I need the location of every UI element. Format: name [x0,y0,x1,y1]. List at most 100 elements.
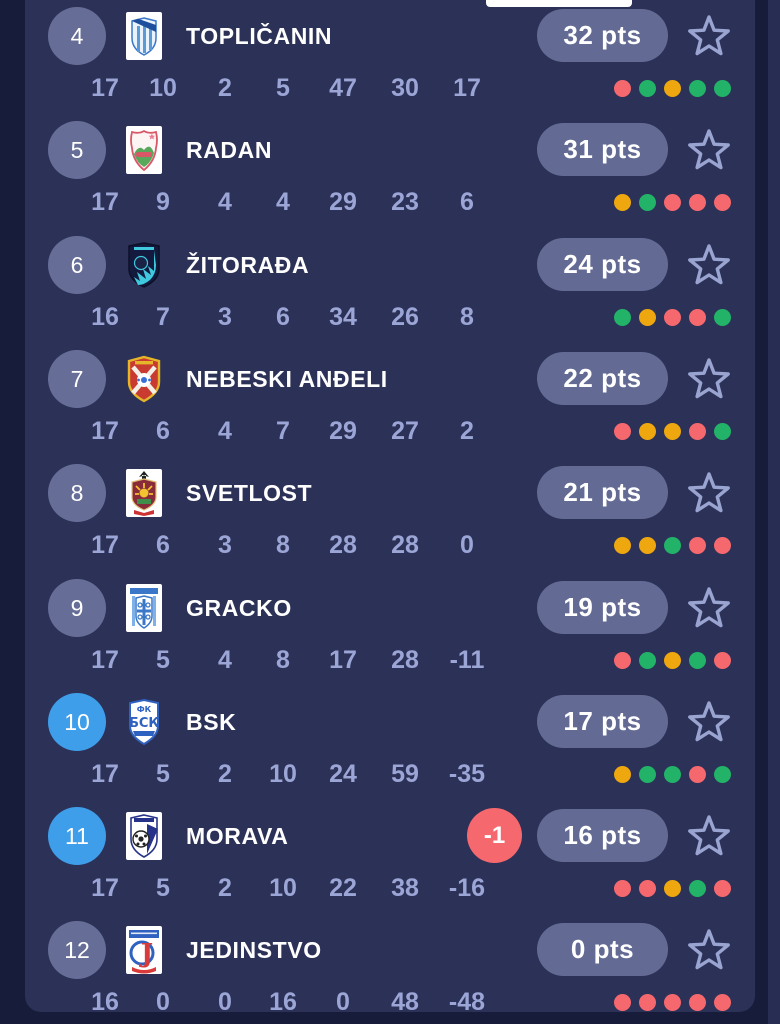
team-name: NEBESKI ANĐELI [186,365,388,392]
table-row[interactable]: 9 GRACKO 19 pts 17 5 4 8 17 28 -11 [25,572,755,686]
form-dot-orange [639,537,656,554]
stat-goals_for: 22 [329,874,357,902]
stat-wins: 0 [156,988,170,1012]
favorite-star-icon[interactable] [685,12,733,60]
form-dot-red [689,423,706,440]
table-row[interactable]: 12 J JEDINSTVO 0 pts 16 0 0 16 0 48 -48 [25,914,755,1012]
stat-draws: 4 [218,646,232,674]
stat-draws: 0 [218,988,232,1012]
position-badge: 8 [48,464,106,522]
table-row[interactable]: 7 NEBESKI ANĐELI 22 pts 17 6 4 7 29 27 2 [25,343,755,457]
position-badge: 11 [48,807,106,865]
stat-losses: 6 [276,303,290,331]
form-dot-green [689,80,706,97]
table-row[interactable]: 8 SVETLOST 21 pts 17 6 3 8 28 28 0 [25,457,755,571]
table-row[interactable]: 5 RADAN 31 pts 17 9 4 4 29 23 6 [25,114,755,228]
stat-goals_against: 26 [391,303,419,331]
stat-goal_difference: 6 [460,188,474,216]
points-badge: 32 pts [537,9,668,62]
stat-goals_against: 23 [391,188,419,216]
form-dot-orange [664,423,681,440]
team-name: SVETLOST [186,479,313,506]
stat-goals_against: 27 [391,417,419,445]
position-badge: 7 [48,350,106,408]
stat-wins: 10 [149,74,177,102]
form-dot-red [689,537,706,554]
stat-goal_difference: 17 [453,74,481,102]
penalty-badge: -1 [467,808,522,863]
stat-losses: 16 [269,988,297,1012]
stat-goals_against: 28 [391,531,419,559]
form-dot-red [714,652,731,669]
points-badge: 19 pts [537,581,668,634]
favorite-star-icon[interactable] [685,698,733,746]
stat-goals_for: 24 [329,760,357,788]
form-dot-red [614,80,631,97]
favorite-star-icon[interactable] [685,241,733,289]
favorite-star-icon[interactable] [685,584,733,632]
favorite-star-icon[interactable] [685,469,733,517]
stat-goals_against: 59 [391,760,419,788]
form-dot-red [689,309,706,326]
toplicanin-crest-logo [124,11,164,61]
favorite-star-icon[interactable] [685,812,733,860]
form-dot-green [714,80,731,97]
gracko-crest-logo [124,583,164,633]
stat-losses: 10 [269,760,297,788]
stat-losses: 4 [276,188,290,216]
scroll-indicator[interactable] [486,0,632,7]
points-badge: 0 pts [537,923,668,976]
nebeski-andjeli-crest-logo [124,354,164,404]
form-dot-orange [664,652,681,669]
position-badge: 6 [48,236,106,294]
stat-losses: 10 [269,874,297,902]
stat-goal_difference: -48 [448,988,486,1012]
favorite-star-icon[interactable] [685,355,733,403]
form-dot-red [614,994,631,1011]
stat-goals_for: 28 [329,531,357,559]
stat-goals_against: 48 [391,988,419,1012]
favorite-star-icon[interactable] [685,926,733,974]
position-badge: 5 [48,121,106,179]
points-badge: 16 pts [537,809,668,862]
form-dot-orange [639,309,656,326]
table-row[interactable]: 10 ФК БСК BSK 17 pts 17 5 2 10 24 59 -35 [25,686,755,800]
form-dot-red [614,652,631,669]
table-row[interactable]: 6 ŽITORAĐA 24 pts 16 7 3 6 34 26 8 [25,229,755,343]
stat-draws: 2 [218,760,232,788]
form-dot-green [614,309,631,326]
form-dot-red [639,994,656,1011]
form-dot-green [639,766,656,783]
form-dot-green [714,423,731,440]
form-dot-green [714,766,731,783]
stat-wins: 6 [156,417,170,445]
table-row[interactable]: 11 MORAVA -1 16 pts 17 5 2 10 22 38 -16 [25,800,755,914]
svg-text:БСК: БСК [129,716,159,731]
stat-draws: 4 [218,188,232,216]
table-row[interactable]: 4 TOPLIČANIN 32 pts 17 10 2 5 47 30 17 [25,0,755,114]
stat-played: 17 [91,531,119,559]
points-badge: 24 pts [537,238,668,291]
form-dot-orange [614,537,631,554]
form-dot-green [714,309,731,326]
stat-goal_difference: 8 [460,303,474,331]
stat-played: 17 [91,188,119,216]
favorite-star-icon[interactable] [685,126,733,174]
svg-text:ФК: ФК [137,705,152,714]
team-name: ŽITORAĐA [186,251,310,278]
stat-goals_for: 29 [329,417,357,445]
stat-played: 16 [91,303,119,331]
stat-played: 17 [91,874,119,902]
form-dot-green [689,880,706,897]
stat-draws: 2 [218,874,232,902]
form-dot-red [714,537,731,554]
form-dot-orange [614,766,631,783]
points-badge: 22 pts [537,352,668,405]
points-badge: 31 pts [537,123,668,176]
form-dot-orange [614,194,631,211]
points-badge: 17 pts [537,695,668,748]
form-dot-red [714,994,731,1011]
stat-losses: 8 [276,646,290,674]
team-name: MORAVA [186,822,289,849]
stat-goal_difference: -16 [448,874,486,902]
